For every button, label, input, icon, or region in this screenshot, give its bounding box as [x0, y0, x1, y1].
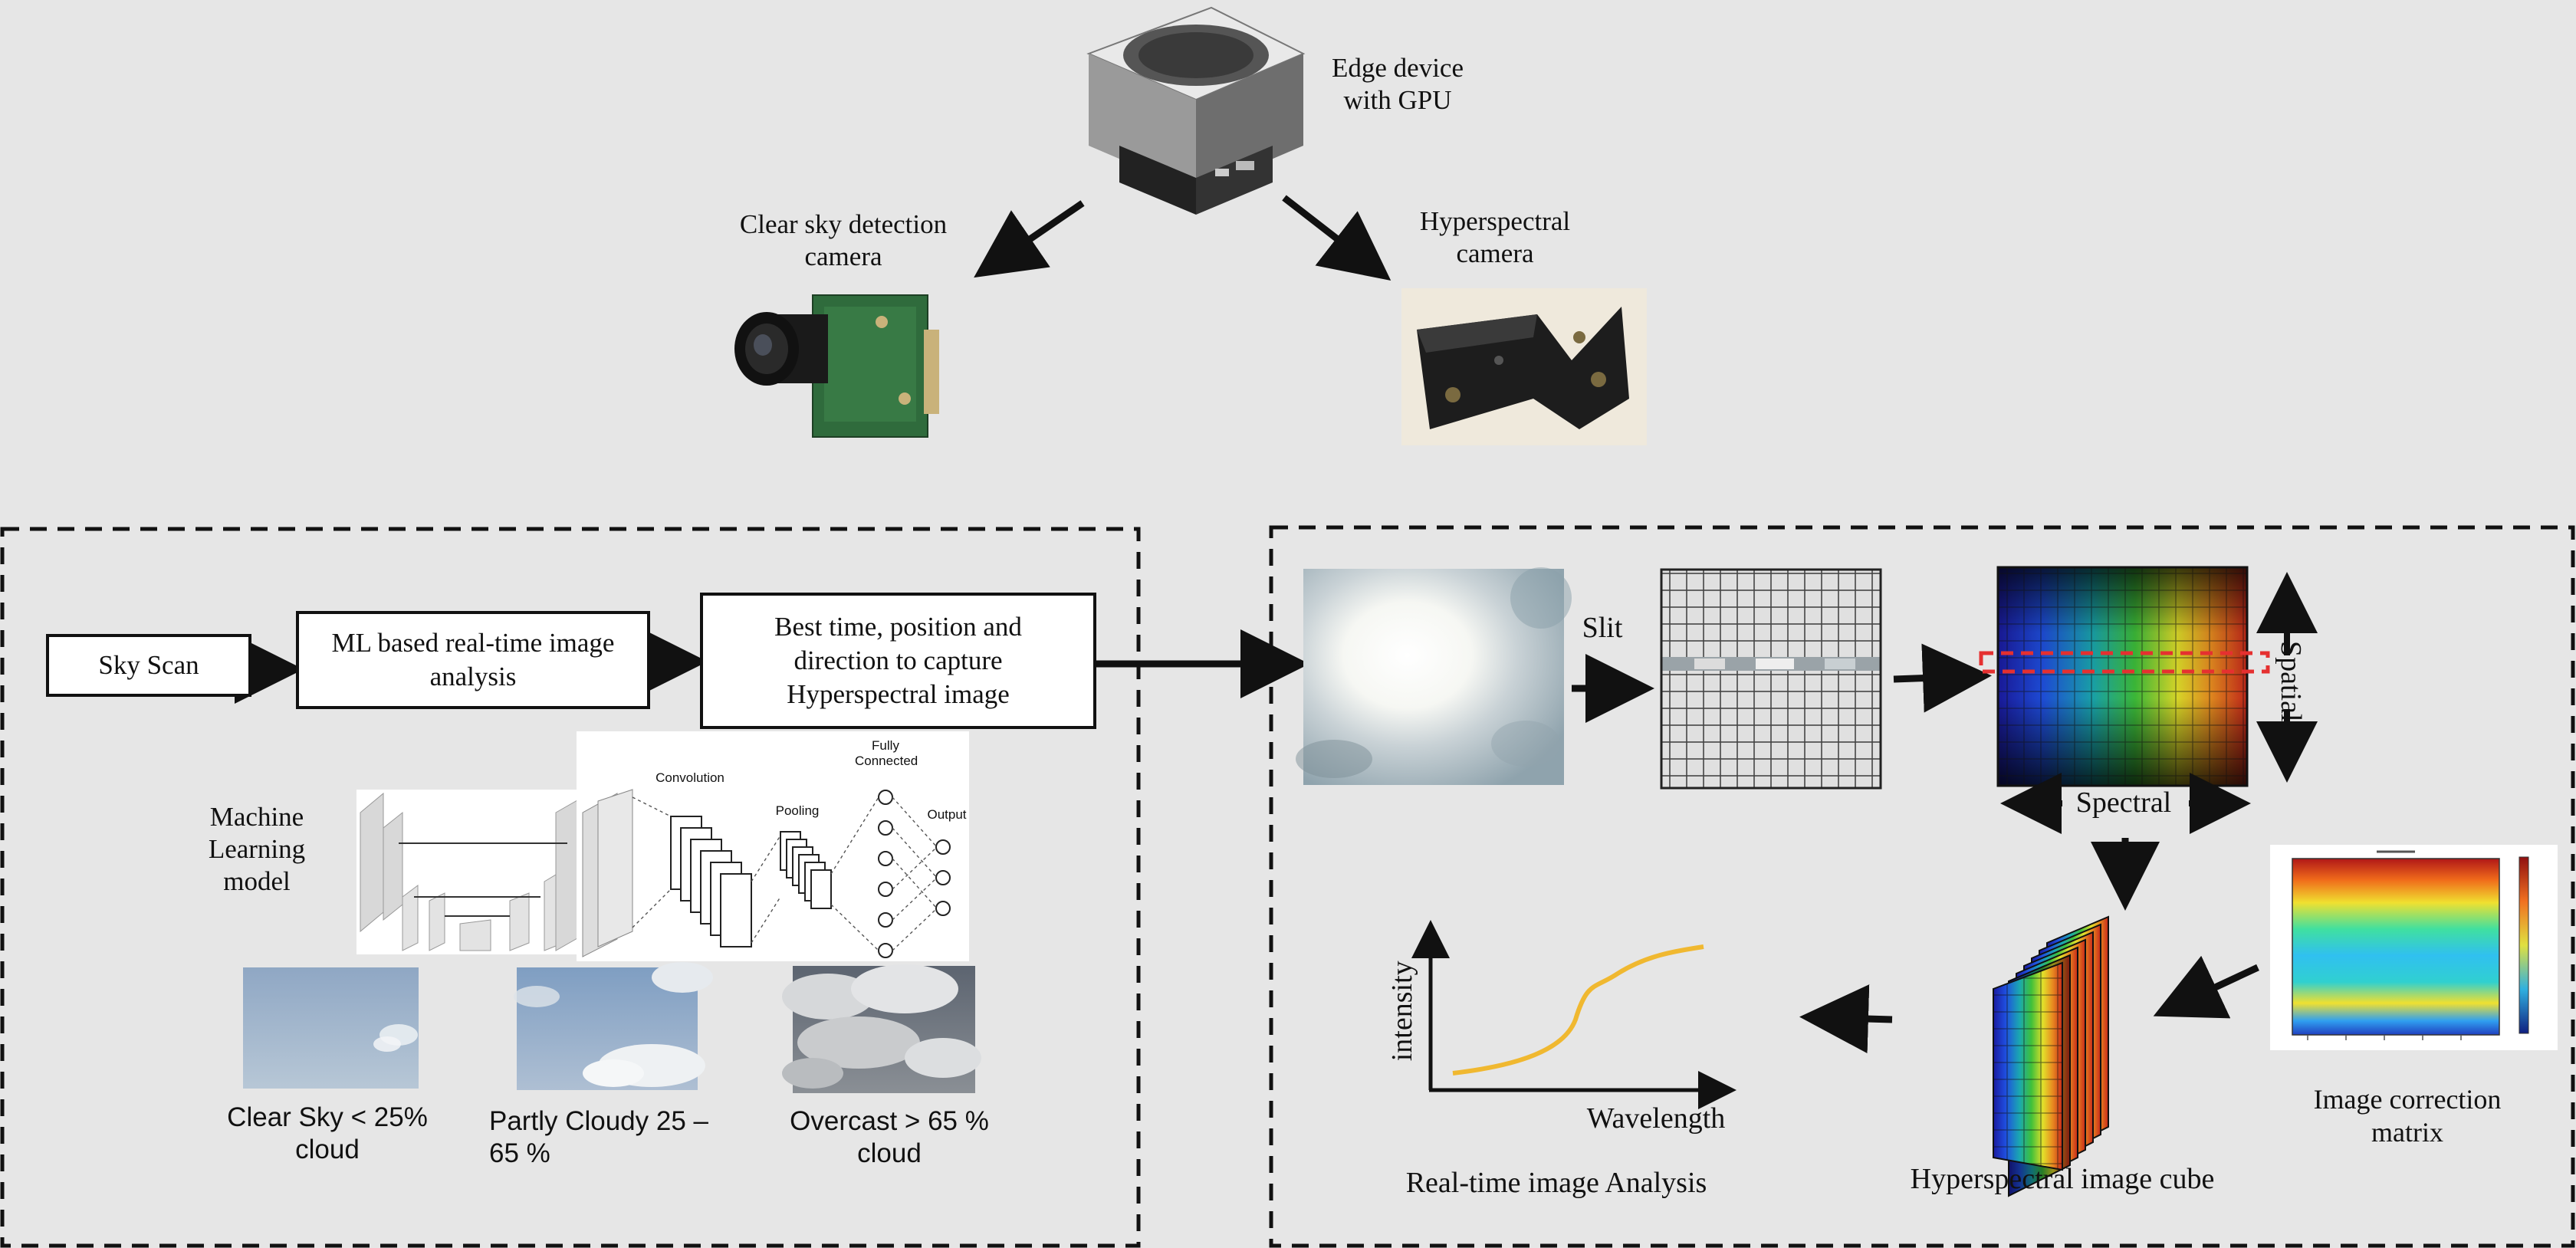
correction-matrix-label: Image correction matrix [2313, 1084, 2502, 1148]
clear-sky-camera-icon [734, 294, 939, 438]
overcast-class-label: Overcast > 65 % cloud [790, 1106, 989, 1168]
clear-sky-class-label: Clear Sky < 25% cloud [227, 1102, 428, 1164]
hyperspectral-camera-icon [1401, 288, 1647, 445]
arrow-slit-to-spectrum [1893, 643, 1992, 713]
partly-cloudy-photo [514, 962, 713, 1090]
correction-matrix-plot [2270, 845, 2558, 1050]
cnn-fully-connected-label: Fully Connected [855, 738, 918, 769]
arrow-matrix-to-cube [2153, 955, 2259, 1019]
spectral-label: Spectral [2075, 787, 2172, 819]
ml-model-label: Machine Learning model [208, 802, 306, 896]
intensity-label: intensity [1386, 961, 1419, 1062]
clear-sky-photo [243, 967, 419, 1089]
spectral-image [1996, 566, 2249, 787]
arrow-to-hyperspectral-camera [1282, 195, 1392, 281]
hyperspectral-cube [1993, 915, 2109, 1197]
cnn-convolution-label: Convolution [656, 770, 724, 785]
slit-grid [1660, 568, 1882, 790]
intensity-curve [1452, 944, 1704, 1076]
left-dashed-panel [0, 527, 1141, 1248]
sky-scan-box: Sky Scan [46, 634, 251, 697]
arrow-cube-to-analysis [1799, 984, 1893, 1054]
spatial-label: Spatial [2274, 641, 2307, 722]
ml-analysis-box: ML based real-time image analysis [296, 611, 650, 709]
arrow-to-clear-sky-camera [974, 200, 1085, 278]
realtime-analysis-label: Real-time image Analysis [1405, 1167, 1707, 1199]
slit-marker [1979, 651, 2270, 674]
overcast-photo [782, 964, 981, 1093]
cnn-output-label: Output [927, 807, 967, 822]
right-dashed-panel [1269, 525, 2575, 1248]
edge-device-icon [1086, 6, 1306, 215]
image-cube-label: Hyperspectral image cube [1910, 1163, 2215, 1195]
clear-sky-camera-label: Clear sky detection camera [739, 209, 948, 271]
best-time-box: Best time, position and direction to cap… [700, 593, 1096, 729]
cnn-pooling-label: Pooling [775, 803, 820, 818]
wavelength-label: Wavelength [1586, 1102, 1726, 1135]
unet-diagram [356, 790, 583, 954]
edge-device-label: Edge device with GPU [1332, 53, 1464, 115]
cnn-diagram [577, 731, 969, 961]
slit-label: Slit [1582, 612, 1623, 644]
partly-cloudy-class-label: Partly Cloudy 25 – 65 % [489, 1106, 708, 1168]
sky-capture-image [1296, 567, 1572, 785]
hyperspectral-camera-label: Hyperspectral camera [1419, 206, 1571, 268]
